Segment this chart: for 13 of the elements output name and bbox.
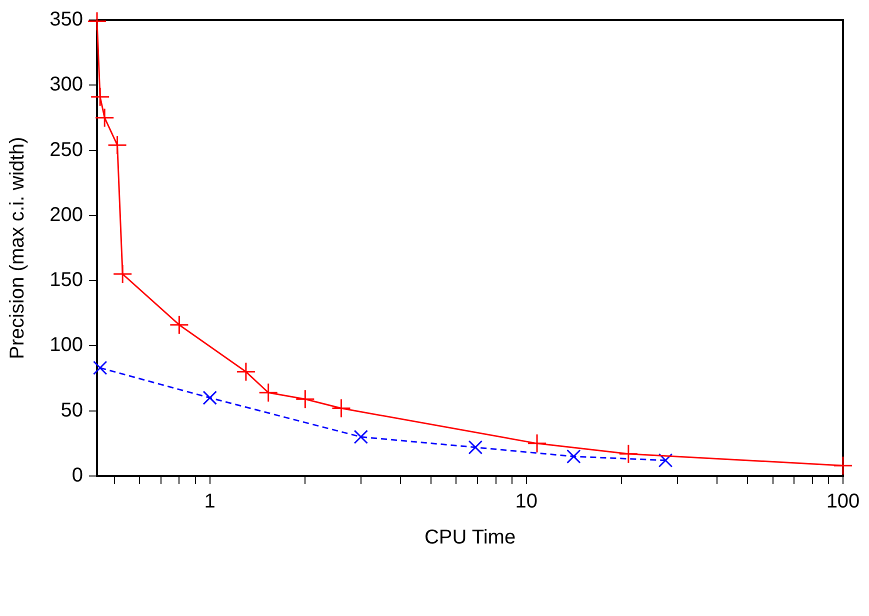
- y-tick-label: 200: [50, 204, 83, 226]
- y-tick-label: 100: [50, 334, 83, 356]
- y-tick-label: 250: [50, 138, 83, 161]
- y-axis-title: Precision (max c.i. width): [6, 136, 29, 360]
- x-axis-title: CPU Time: [424, 526, 516, 549]
- x-tick-label: 10: [515, 490, 538, 513]
- y-tick-label: 150: [50, 269, 83, 292]
- y-tick-label: 350: [50, 8, 83, 31]
- y-tick-label: 300: [50, 74, 83, 96]
- y-tick-label: 0: [72, 464, 83, 487]
- x-tick-label: 100: [826, 490, 860, 513]
- y-tick-label: 50: [60, 399, 83, 422]
- x-tick-label: 1: [204, 490, 216, 513]
